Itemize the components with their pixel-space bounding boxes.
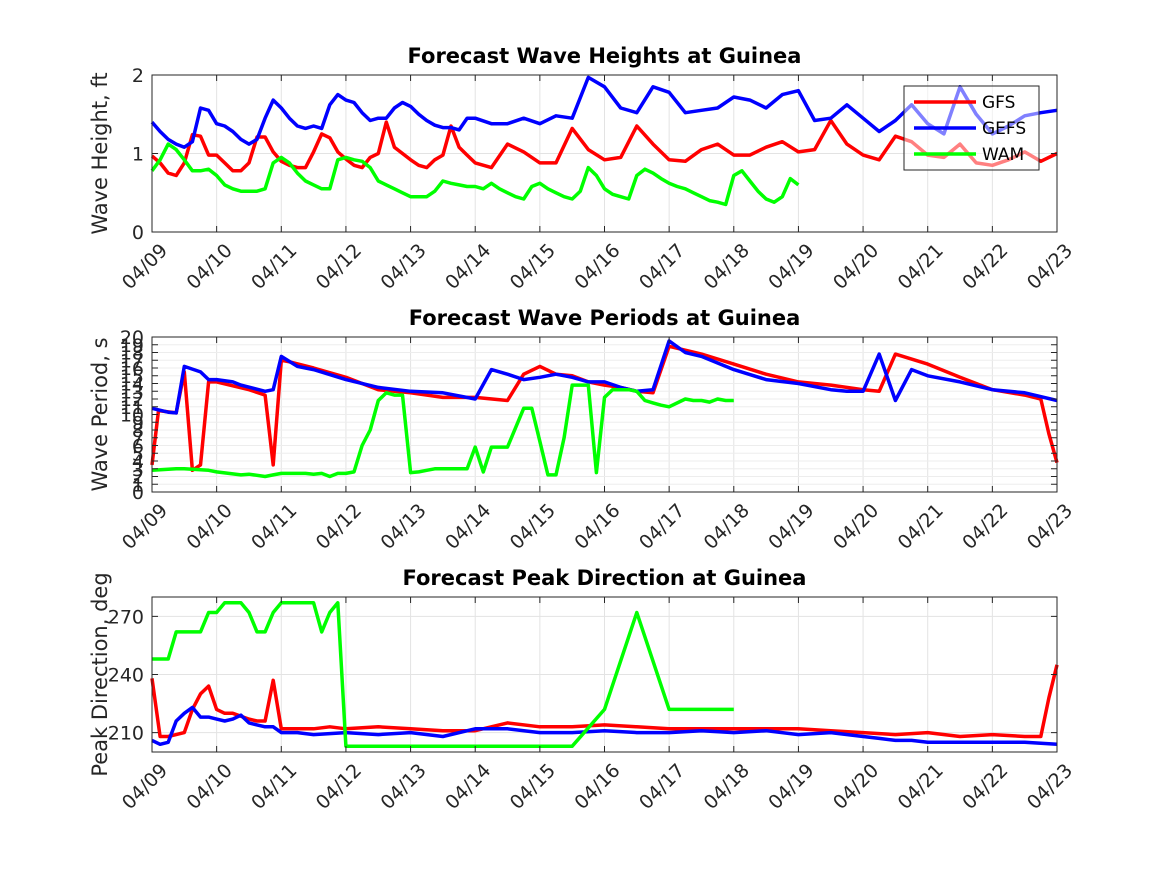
y-tick-label: 15: [120, 366, 144, 388]
y-tick-label: 6: [132, 436, 144, 458]
series-line-gfs: [150, 664, 1059, 739]
peak-direction-title: Forecast Peak Direction at Guinea: [403, 566, 807, 590]
y-tick-label: 12: [120, 389, 144, 411]
y-tick-label: 210: [108, 723, 144, 745]
series-line-wam: [150, 142, 800, 207]
legend-label-gefs: GEFS: [982, 119, 1026, 139]
y-tick-label: 10: [120, 405, 144, 427]
y-tick-label: 7: [132, 428, 144, 450]
y-tick-label: 16: [120, 358, 144, 380]
peak-direction-y-axis-label: Peak Direction, deg: [88, 572, 112, 776]
legend-label-wam: WAM: [982, 145, 1024, 165]
y-tick-label: 18: [120, 343, 144, 365]
series-line-gfs: [150, 118, 1058, 178]
series-line-gefs: [151, 339, 1058, 415]
y-tick-label: 4: [132, 451, 144, 473]
wave-periods-title: Forecast Wave Periods at Guinea: [409, 306, 801, 330]
y-tick-label: 2: [132, 467, 144, 489]
series-line-wam: [151, 383, 734, 479]
y-tick-label: 3: [132, 459, 144, 481]
series-line-wam: [152, 601, 734, 748]
y-tick-label: 2: [132, 65, 144, 87]
y-tick-label: 17: [120, 350, 144, 372]
y-tick-label: 8: [132, 420, 144, 442]
series-line-gefs: [150, 75, 1058, 149]
y-tick-label: 11: [120, 397, 144, 419]
y-tick-label: 0: [132, 482, 144, 504]
y-tick-label: 14: [120, 374, 144, 396]
y-tick-label: 240: [108, 665, 144, 687]
y-tick-label: 5: [132, 443, 144, 465]
y-tick-label: 1: [132, 144, 144, 166]
y-tick-label: 19: [120, 335, 144, 357]
y-tick-label: 1: [132, 474, 144, 496]
series-line-gefs: [151, 705, 1058, 747]
y-tick-label: 20: [120, 327, 144, 349]
wave-periods-y-axis-label: Wave Period, s: [88, 337, 112, 491]
wave-heights-title: Forecast Wave Heights at Guinea: [408, 44, 802, 68]
legend-label-gfs: GFS: [982, 93, 1015, 113]
y-tick-label: 270: [108, 606, 144, 628]
y-tick-label: 0: [132, 222, 144, 244]
y-tick-label: 9: [132, 412, 144, 434]
y-tick-label: 13: [120, 381, 144, 403]
wave-heights-y-axis-label: Wave Height, ft: [88, 72, 112, 234]
